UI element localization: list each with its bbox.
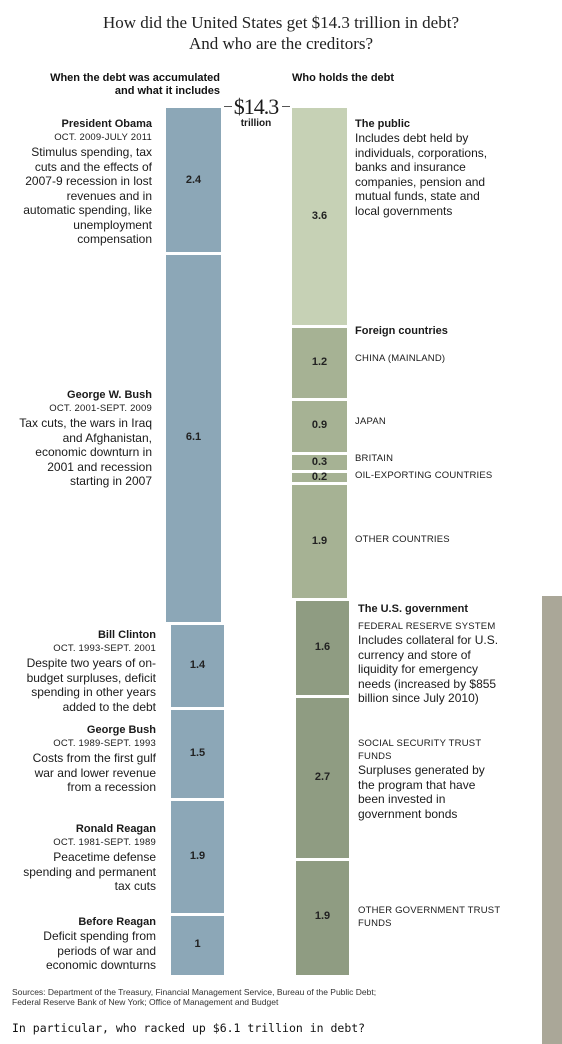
- holder-value-oil-exporting: 0.2: [311, 470, 328, 483]
- holder-value-other-countries: 1.9: [311, 534, 328, 547]
- left-header-line1: When the debt was accumulated: [50, 72, 220, 84]
- bar-value-before-reagan: 1: [194, 937, 201, 950]
- period-dates: OCT. 1993-SEPT. 2001: [53, 643, 156, 654]
- period-description: Costs from the first gulf war and lower …: [32, 751, 156, 794]
- period-description: Peacetime defense spending and permanent…: [23, 850, 156, 893]
- holder-segment-public: [292, 108, 347, 325]
- holder-segment-china: [292, 327, 347, 398]
- group-title-foreign: Foreign countries: [355, 325, 448, 337]
- period-dates: OCT. 1989-SEPT. 1993: [53, 738, 156, 749]
- bar-segment-obama: [166, 108, 221, 252]
- holder-segment-oil-exporting: [292, 473, 347, 483]
- sources-note: Sources: Department of the Treasury, Fin…: [12, 987, 377, 1007]
- holder-block-social-security: SOCIAL SECURITY TRUST FUNDS Surpluses ge…: [358, 737, 503, 821]
- question-text: In particular, who racked up $6.1 trilli…: [12, 1021, 366, 1035]
- chart-title-line1: How did the United States get $14.3 tril…: [102, 13, 459, 32]
- bar-value-clinton: 1.4: [189, 658, 206, 671]
- bar-value-gw-bush: 6.1: [185, 431, 202, 444]
- period-dates: OCT. 1981-SEPT. 1989: [53, 837, 156, 848]
- holder-value-china: 1.2: [311, 355, 328, 368]
- period-description: Stimulus spending, tax cuts and the effe…: [23, 145, 152, 246]
- total-unit: trillion: [240, 118, 272, 129]
- period-block-bush: George Bush OCT. 1989-SEPT. 1993 Costs f…: [12, 723, 156, 795]
- left-column-header: When the debt was accumulated and what i…: [30, 72, 220, 98]
- public-description: Includes debt held by individuals, corpo…: [355, 131, 488, 218]
- holder-segment-japan: [292, 400, 347, 453]
- holder-label-oil-exporting: OIL-EXPORTING COUNTRIES: [355, 470, 493, 481]
- total-bracket-left: [224, 106, 232, 107]
- holder-segment-other-countries: [292, 485, 347, 598]
- period-block-reagan: Ronald Reagan OCT. 1981-SEPT. 1989 Peace…: [12, 822, 156, 894]
- bar-value-reagan: 1.9: [189, 849, 206, 862]
- holder-segment-federal-reserve: [296, 600, 349, 695]
- left-header-line2: and what it includes: [114, 85, 220, 97]
- holder-label-china: CHINA (MAINLAND): [355, 353, 446, 364]
- holder-value-other-trust-funds: 1.9: [314, 910, 331, 923]
- holder-segment-social-security: [296, 697, 349, 859]
- period-dates: OCT. 2009-JULY 2011: [54, 132, 152, 143]
- period-block-gw-bush: George W. Bush OCT. 2001-SEPT. 2009 Tax …: [12, 388, 152, 489]
- period-description: Despite two years of on-budget surpluses…: [26, 656, 156, 714]
- holder-value-japan: 0.9: [311, 419, 328, 432]
- holder-block-other-trust-funds: OTHER GOVERNMENT TRUST FUNDS: [358, 904, 503, 930]
- total-amount: $14.3: [233, 94, 280, 119]
- holder-block-us-government: The U.S. government FEDERAL RESERVE SYST…: [358, 602, 503, 706]
- period-block-clinton: Bill Clinton OCT. 1993-SEPT. 2001 Despit…: [12, 628, 156, 714]
- group-title-public: The public: [355, 118, 410, 130]
- period-name: George Bush: [86, 724, 156, 736]
- period-description: Deficit spending from periods of war and…: [43, 929, 156, 972]
- holder-value-public: 3.6: [311, 210, 328, 223]
- period-name: Bill Clinton: [97, 629, 156, 641]
- period-name: Ronald Reagan: [75, 823, 156, 835]
- holder-block-public: The public Includes debt held by individ…: [355, 117, 505, 218]
- social-security-description: Surpluses generated by the program that …: [358, 763, 485, 821]
- group-title-us-government: The U.S. government: [358, 603, 469, 615]
- bar-segment-gw-bush: [166, 255, 221, 622]
- bar-segment-reagan: [171, 800, 224, 913]
- total-label: $14.3 trillion: [226, 94, 286, 130]
- holder-label-other-trust-funds: OTHER GOVERNMENT TRUST FUNDS: [358, 905, 501, 929]
- bar-value-bush: 1.5: [189, 746, 206, 759]
- holder-value-federal-reserve: 1.6: [314, 640, 331, 653]
- bar-segment-before-reagan: [171, 915, 224, 975]
- holder-segment-other-trust-funds: [296, 861, 349, 975]
- period-name: Before Reagan: [78, 916, 156, 928]
- holder-label-other-countries: OTHER COUNTRIES: [355, 534, 450, 545]
- period-dates: OCT. 2001-SEPT. 2009: [49, 403, 152, 414]
- holder-segment-britain: [292, 455, 347, 471]
- right-column-header: Who holds the debt: [292, 72, 395, 84]
- period-block-before-reagan: Before Reagan Deficit spending from peri…: [12, 915, 156, 973]
- chart-title-line2: And who are the creditors?: [188, 34, 374, 53]
- holder-value-britain: 0.3: [311, 455, 328, 468]
- holder-label-federal-reserve: FEDERAL RESERVE SYSTEM: [358, 621, 496, 632]
- period-name: President Obama: [61, 118, 152, 130]
- holder-label-japan: JAPAN: [355, 416, 386, 427]
- bar-segment-bush: [171, 709, 224, 798]
- holder-label-social-security: SOCIAL SECURITY TRUST FUNDS: [358, 738, 482, 762]
- federal-reserve-description: Includes collateral for U.S. currency an…: [358, 633, 499, 705]
- bar-segment-clinton: [171, 624, 224, 707]
- period-name: George W. Bush: [67, 389, 152, 401]
- total-bracket-right: [282, 106, 290, 107]
- right-scroll-sidebar: [542, 596, 562, 1044]
- bar-value-obama: 2.4: [185, 173, 202, 186]
- holder-label-britain: BRITAIN: [355, 453, 394, 464]
- period-description: Tax cuts, the wars in Iraq and Afghanist…: [19, 416, 152, 488]
- holder-value-social-security: 2.7: [314, 770, 331, 783]
- period-block-obama: President Obama OCT. 2009-JULY 2011 Stim…: [12, 117, 152, 247]
